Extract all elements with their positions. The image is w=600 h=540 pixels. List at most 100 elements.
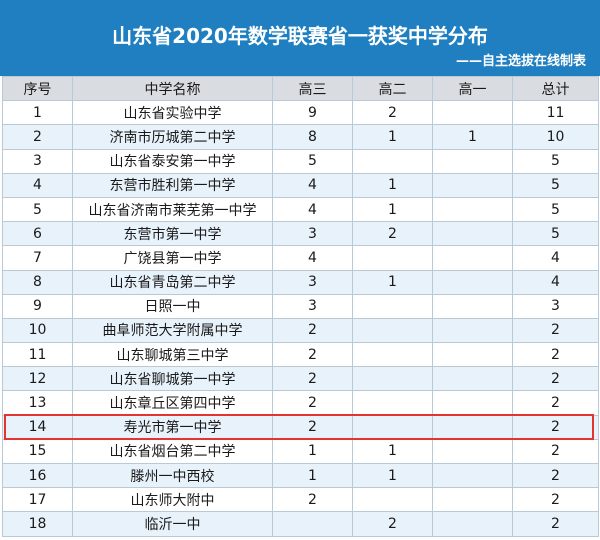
grade-11-count: 2 (352, 100, 433, 126)
grade-10-count (432, 245, 513, 271)
grade-12-count: 8 (272, 124, 353, 150)
grade-12-count: 4 (272, 245, 353, 271)
header-grade-10: 高一 (432, 75, 513, 102)
table-row: 12 山东省聊城第一中学 2 2 (2, 366, 599, 392)
grade-10-count (432, 196, 513, 223)
school-name: 山东省青岛第二中学 (72, 269, 273, 295)
table-row: 7 广饶县第一中学 4 4 (2, 245, 599, 271)
grade-12-count (272, 511, 353, 537)
row-index: 8 (2, 269, 73, 295)
total-count: 2 (512, 317, 599, 344)
grade-10-count (432, 487, 513, 513)
table-row: 3 山东省泰安第一中学 5 5 (2, 148, 599, 174)
grade-12-count: 2 (272, 366, 353, 392)
table-row: 1 山东省实验中学 9 2 11 (2, 100, 599, 126)
school-name: 山东省济南市莱芜第一中学 (72, 196, 273, 223)
table-row: 5 山东省济南市莱芜第一中学 4 1 5 (2, 196, 599, 223)
total-count: 2 (512, 438, 599, 465)
grade-12-count: 2 (272, 317, 353, 344)
grade-11-count: 2 (352, 511, 433, 537)
grade-10-count (432, 366, 513, 392)
page-title: 山东省2020年数学联赛省一获奖中学分布 (112, 24, 488, 48)
table-row: 10 曲阜师范大学附属中学 2 2 (2, 317, 599, 344)
total-count: 3 (512, 293, 599, 319)
grade-10-count (432, 511, 513, 537)
row-index: 13 (2, 390, 73, 416)
school-name: 济南市历城第二中学 (72, 124, 273, 150)
grade-11-count (352, 317, 433, 344)
school-name: 日照一中 (72, 293, 273, 319)
grade-11-count (352, 487, 433, 513)
grade-10-count (432, 390, 513, 416)
total-count: 11 (512, 100, 599, 126)
total-count: 5 (512, 148, 599, 174)
school-name: 曲阜师范大学附属中学 (72, 317, 273, 344)
table-row: 6 东营市第一中学 3 2 5 (2, 221, 599, 247)
grade-11-count: 1 (352, 462, 433, 489)
grade-10-count (432, 148, 513, 174)
grade-11-count (352, 342, 433, 368)
grade-11-count: 1 (352, 124, 433, 150)
grade-11-count: 1 (352, 269, 433, 295)
row-index: 2 (2, 124, 73, 150)
school-name: 临沂一中 (72, 511, 273, 537)
row-index: 14 (2, 414, 73, 440)
school-name: 山东聊城第三中学 (72, 342, 273, 368)
grade-11-count: 1 (352, 438, 433, 465)
school-name: 山东师大附中 (72, 487, 273, 513)
grade-12-count: 3 (272, 221, 353, 247)
row-index: 7 (2, 245, 73, 271)
row-index: 10 (2, 317, 73, 344)
table-header-row: 序号 中学名称 高三 高二 高一 总计 (2, 75, 599, 102)
header-grade-12: 高三 (272, 75, 353, 102)
school-name: 山东省烟台第二中学 (72, 438, 273, 465)
total-count: 2 (512, 342, 599, 368)
school-name: 寿光市第一中学 (72, 414, 273, 440)
grade-12-count: 2 (272, 487, 353, 513)
row-index: 9 (2, 293, 73, 319)
grade-11-count (352, 414, 433, 440)
title-banner: 山东省2020年数学联赛省一获奖中学分布 ——自主选拔在线制表 (0, 0, 600, 76)
page-subtitle: ——自主选拔在线制表 (455, 54, 586, 69)
table-row: 9 日照一中 3 3 (2, 293, 599, 319)
grade-11-count (352, 245, 433, 271)
awards-table: 序号 中学名称 高三 高二 高一 总计 1 山东省实验中学 9 2 11 2 济南市历城第二… (2, 75, 599, 537)
grade-10-count (432, 342, 513, 368)
row-index: 17 (2, 487, 73, 513)
school-name: 广饶县第一中学 (72, 245, 273, 271)
row-index: 16 (2, 462, 73, 489)
grade-10-count (432, 438, 513, 465)
school-name: 山东省泰安第一中学 (72, 148, 273, 174)
grade-12-count: 9 (272, 100, 353, 126)
grade-11-count: 1 (352, 172, 433, 198)
grade-10-count (432, 462, 513, 489)
school-name: 东营市胜利第一中学 (72, 172, 273, 198)
school-name: 东营市第一中学 (72, 221, 273, 247)
school-name: 山东章丘区第四中学 (72, 390, 273, 416)
school-name: 滕州一中西校 (72, 462, 273, 489)
grade-11-count: 2 (352, 221, 433, 247)
grade-10-count: 1 (432, 124, 513, 150)
grade-10-count (432, 221, 513, 247)
grade-10-count (432, 317, 513, 344)
total-count: 2 (512, 511, 599, 537)
grade-10-count (432, 100, 513, 126)
table-row: 4 东营市胜利第一中学 4 1 5 (2, 172, 599, 198)
grade-12-count: 1 (272, 438, 353, 465)
total-count: 2 (512, 487, 599, 513)
header-index: 序号 (2, 75, 73, 102)
grade-11-count (352, 366, 433, 392)
grade-11-count (352, 293, 433, 319)
grade-12-count: 2 (272, 342, 353, 368)
row-index: 5 (2, 196, 73, 223)
row-index: 11 (2, 342, 73, 368)
total-count: 5 (512, 196, 599, 223)
grade-10-count (432, 414, 513, 440)
school-name: 山东省实验中学 (72, 100, 273, 126)
header-total: 总计 (512, 75, 599, 102)
table-row: 2 济南市历城第二中学 8 1 1 10 (2, 124, 599, 150)
total-count: 2 (512, 414, 599, 440)
total-count: 5 (512, 221, 599, 247)
row-index: 6 (2, 221, 73, 247)
grade-10-count (432, 269, 513, 295)
